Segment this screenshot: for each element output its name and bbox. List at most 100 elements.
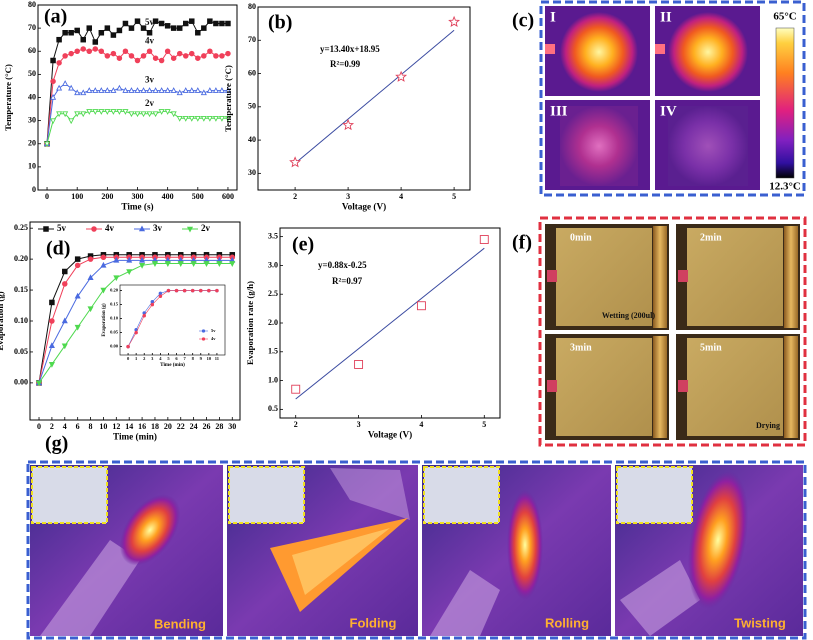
x-tick-label: 14 <box>125 422 133 431</box>
x-tick-label: 2 <box>294 420 298 429</box>
inset-photo <box>228 466 305 524</box>
photo <box>545 224 669 330</box>
panel-border <box>26 460 807 640</box>
marker <box>100 261 107 268</box>
y-tick-label: 0.00 <box>14 378 28 387</box>
heat-blob <box>119 494 181 566</box>
marker <box>68 50 74 57</box>
legend-label: 2v <box>201 223 211 233</box>
marker <box>140 53 147 59</box>
x-tick-label: 0 <box>45 192 49 201</box>
marker <box>56 84 63 91</box>
marker <box>100 287 107 294</box>
legend-marker <box>91 226 97 232</box>
marker <box>139 263 146 269</box>
y-tick-label: 70 <box>28 23 36 32</box>
marker <box>164 109 171 115</box>
marker <box>215 288 219 293</box>
x-tick-label: 4 <box>419 420 423 429</box>
y-tick-label: 70 <box>248 35 256 44</box>
scale-min: 12.3°C <box>769 181 801 193</box>
series-label: 5v <box>145 17 155 27</box>
marker <box>140 25 147 31</box>
colorbar <box>775 27 795 179</box>
marker <box>113 256 120 263</box>
marker <box>139 256 146 263</box>
marker <box>74 292 81 299</box>
image-label: I <box>550 9 556 25</box>
y-tick-label: 0.05 <box>14 347 28 356</box>
marker <box>146 87 153 93</box>
clip <box>547 380 557 392</box>
marker <box>225 50 231 57</box>
photo-note: Wetting (200ul) <box>602 311 655 320</box>
series-label: 4v <box>145 35 155 45</box>
marker <box>80 111 87 118</box>
marker <box>104 25 111 31</box>
x-tick-label: 10 <box>99 422 107 431</box>
heat-core <box>292 528 390 595</box>
marker <box>182 20 189 27</box>
marker <box>190 288 195 293</box>
y-tick-label: 30 <box>28 115 36 124</box>
marker <box>203 261 210 267</box>
marker <box>92 39 99 45</box>
marker <box>194 116 201 122</box>
marker <box>110 109 117 115</box>
marker <box>98 109 105 115</box>
marker <box>56 111 63 118</box>
x-tick-label: 600 <box>222 192 234 201</box>
x-tick-label: 0 <box>127 356 130 361</box>
marker <box>49 318 55 324</box>
marker <box>80 36 86 43</box>
x-tick-label: 10 <box>207 356 212 361</box>
marker <box>291 384 301 394</box>
y-tick-label: 80 <box>248 2 256 11</box>
marker <box>142 311 146 315</box>
photo <box>545 334 669 440</box>
marker <box>68 30 74 36</box>
scale-max: 65°C <box>773 11 796 23</box>
hand <box>40 540 140 636</box>
marker <box>342 118 355 131</box>
y-tick-label: 0.05 <box>110 330 119 335</box>
x-tick-label: 200 <box>101 192 113 201</box>
x-tick-label: 2 <box>50 422 54 431</box>
hand <box>330 468 410 520</box>
marker <box>74 89 81 96</box>
marker <box>150 300 155 304</box>
x-axis-label: Time (min) <box>113 432 157 442</box>
y-tick-label: 40 <box>28 92 36 101</box>
marker <box>62 281 68 287</box>
marker <box>194 87 201 93</box>
marker <box>61 317 68 324</box>
marker <box>229 261 236 267</box>
y-tick-label: 0.20 <box>110 288 119 293</box>
marker <box>49 299 55 306</box>
x-tick-label: 500 <box>192 192 204 201</box>
series-label: 2v <box>145 98 155 108</box>
y-tick-label: 3.0 <box>268 260 278 269</box>
x-tick-label: 24 <box>190 422 198 431</box>
image-label: II <box>660 9 672 25</box>
heat-area <box>560 106 638 186</box>
marker <box>170 25 177 31</box>
marker <box>110 32 117 38</box>
marker <box>128 87 135 93</box>
marker <box>219 53 225 59</box>
marker <box>110 87 117 93</box>
panel-label: (g) <box>45 433 68 455</box>
marker <box>224 87 231 93</box>
marker <box>176 50 183 57</box>
clip <box>655 44 665 54</box>
marker <box>140 111 147 118</box>
marker <box>182 53 189 59</box>
annotation: R²=0.99 <box>330 59 361 69</box>
paper <box>556 228 652 326</box>
electrode <box>653 226 667 328</box>
marker <box>50 118 57 125</box>
marker <box>212 87 219 93</box>
x-tick-label: 3 <box>357 420 361 429</box>
marker <box>200 89 207 96</box>
clip <box>545 44 555 54</box>
